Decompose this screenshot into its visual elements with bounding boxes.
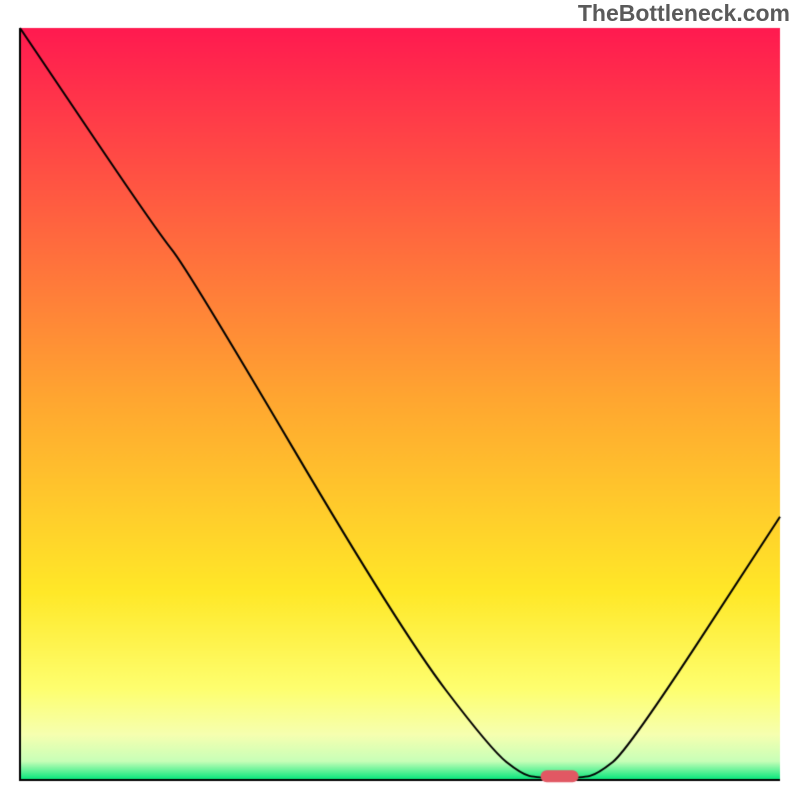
bottleneck-chart — [0, 0, 800, 800]
